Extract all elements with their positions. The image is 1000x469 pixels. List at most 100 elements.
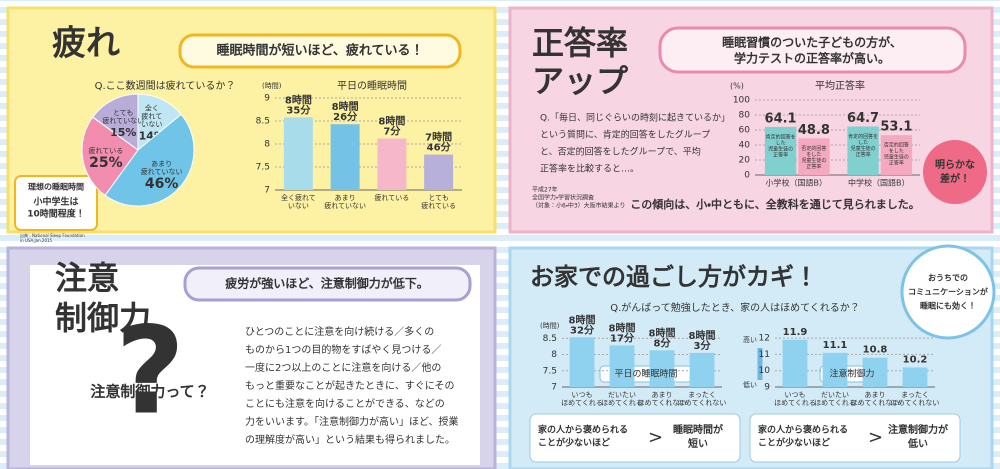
question: Q.がんばって勉強したとき、家の人はほめてくれるか？	[610, 301, 860, 314]
value-label: 11.1	[823, 340, 848, 351]
ideal-text: 小中学生は	[32, 196, 78, 208]
bar	[377, 138, 407, 190]
x-tick-label: あまり	[865, 391, 886, 399]
series-name: をした	[806, 151, 821, 158]
series-name: 肯定的回答を	[766, 133, 796, 140]
bar	[847, 126, 879, 175]
slice-value: 25%	[89, 155, 123, 171]
banner-box	[658, 26, 967, 74]
slice-value: 46%	[145, 176, 179, 192]
slice-label: いない	[141, 121, 162, 129]
slice-label: 疲れていない	[141, 167, 183, 176]
bar	[880, 135, 913, 175]
y-tick-label: 7	[551, 383, 557, 393]
y-tick-label: 7	[264, 186, 270, 196]
bar	[689, 352, 715, 387]
x-tick-label: ほめてくれる	[561, 399, 603, 407]
source: 出典：National Sleep Foundation	[20, 232, 85, 238]
x-tick-label: ほめてくれない	[891, 399, 940, 407]
badge-text: 差が！	[940, 172, 970, 185]
value-label: 8分	[654, 336, 672, 349]
x-tick-label: ほめてくれる	[601, 399, 643, 407]
y-tick-label: 8	[264, 140, 270, 150]
badge-text: コミュニケーションが	[908, 287, 989, 297]
series-name: 児童生徒の	[801, 157, 826, 164]
banner: 学力テストの正答率が高い。	[734, 51, 890, 66]
banner: 疲労が強いほど、注意制御力が低下。	[225, 276, 428, 291]
y-tick-label: 12	[759, 334, 770, 344]
banner-box	[183, 266, 472, 302]
bar	[902, 367, 928, 387]
paragraph: ものから1つの目的物をすばやく見つける／	[245, 343, 441, 356]
x-tick-label: いつも	[785, 391, 806, 399]
y-tick-label: 8	[551, 350, 557, 360]
bar	[782, 339, 808, 387]
bar	[798, 138, 830, 175]
x-tick-label: 小学校（国語B）	[766, 178, 828, 188]
finding-result: 低い	[907, 437, 928, 450]
value-label: 8時間	[609, 321, 636, 334]
value-label: 26分	[333, 110, 358, 123]
badge-circle	[900, 244, 996, 340]
x-tick-label: まったく	[901, 391, 929, 399]
bar	[569, 337, 595, 387]
y-tick-label: 7.5	[256, 163, 270, 173]
value-label: 8時間	[285, 93, 312, 106]
value-label: 8時間	[378, 114, 405, 127]
x-tick-label: ほめてくれない	[638, 399, 687, 407]
finding-cause: ことが少ないほど	[538, 437, 610, 449]
chart-title: 平日の睡眠時間	[337, 79, 407, 92]
y-tick-label: 11	[759, 350, 770, 360]
bar	[424, 154, 454, 190]
value-label: 35分	[286, 103, 311, 116]
value-label: 11.9	[783, 327, 808, 338]
finding-result: 睡眠時間が	[673, 423, 724, 436]
x-tick-label: 中学校（国語B）	[848, 178, 910, 188]
badge-text: 睡眠にも効く！	[920, 301, 976, 311]
series-name: 否定的回答	[884, 142, 909, 149]
paragraph: ことにも注意を向けることができる、などの	[245, 397, 445, 410]
y-tick-label: 10	[759, 366, 771, 376]
axis-label: (時間)	[262, 82, 282, 90]
source: in USA,Jan.2015	[20, 238, 53, 243]
pie-slice	[81, 116, 139, 197]
chart-label: 平日の睡眠時間	[614, 368, 677, 380]
finding-cause: 家の人から褒められる	[538, 424, 628, 436]
series-name: 正答率	[773, 151, 788, 158]
ideal-box	[14, 175, 98, 231]
y-tick-label: 40	[739, 141, 751, 151]
axis-label: 低い	[743, 380, 757, 389]
value-label: 53.1	[880, 120, 912, 135]
banner: 睡眠時間が短いほど、疲れている！	[217, 43, 424, 59]
y-tick-label: 9	[764, 383, 770, 393]
finding-box	[749, 413, 961, 463]
slice-label: 疲れている	[89, 146, 124, 155]
value-label: 10.2	[903, 354, 928, 365]
value-label: 64.7	[847, 111, 879, 126]
y-tick-label: 0	[744, 171, 750, 181]
source: 全国学力・学習状況調査	[532, 194, 594, 202]
bar	[609, 345, 635, 387]
axis-label: (%)	[730, 82, 744, 91]
paragraph: ひとつのことに注意を向け続ける／多くの	[245, 325, 434, 338]
question-text: 正答率を比較すると…。	[540, 163, 639, 175]
y-tick-label: 8.5	[543, 334, 557, 344]
series-name: 正答率	[889, 160, 904, 167]
ideal-text: 10時間程度！	[27, 208, 85, 220]
value-label: 8時間	[569, 313, 596, 326]
panel-heading: 注意	[55, 259, 119, 297]
slice-label: 疲れていない	[102, 116, 144, 125]
x-tick-label: とても	[428, 194, 448, 202]
x-tick-label: いつも	[572, 391, 593, 399]
slice-label: 疲れて	[141, 112, 162, 121]
finding-cause: ことが少ないほど	[758, 437, 830, 449]
question: 注意制御力って？	[90, 383, 209, 401]
value-label: 10.8	[863, 345, 888, 356]
value-label: 32分	[570, 323, 595, 336]
question-text: と、否定的回答をしたグループで、平均	[540, 146, 701, 158]
value-label: 7時間	[425, 131, 452, 144]
value-label: 64.1	[765, 111, 797, 126]
panel-heading: アップ	[532, 62, 629, 100]
bar	[822, 352, 848, 387]
